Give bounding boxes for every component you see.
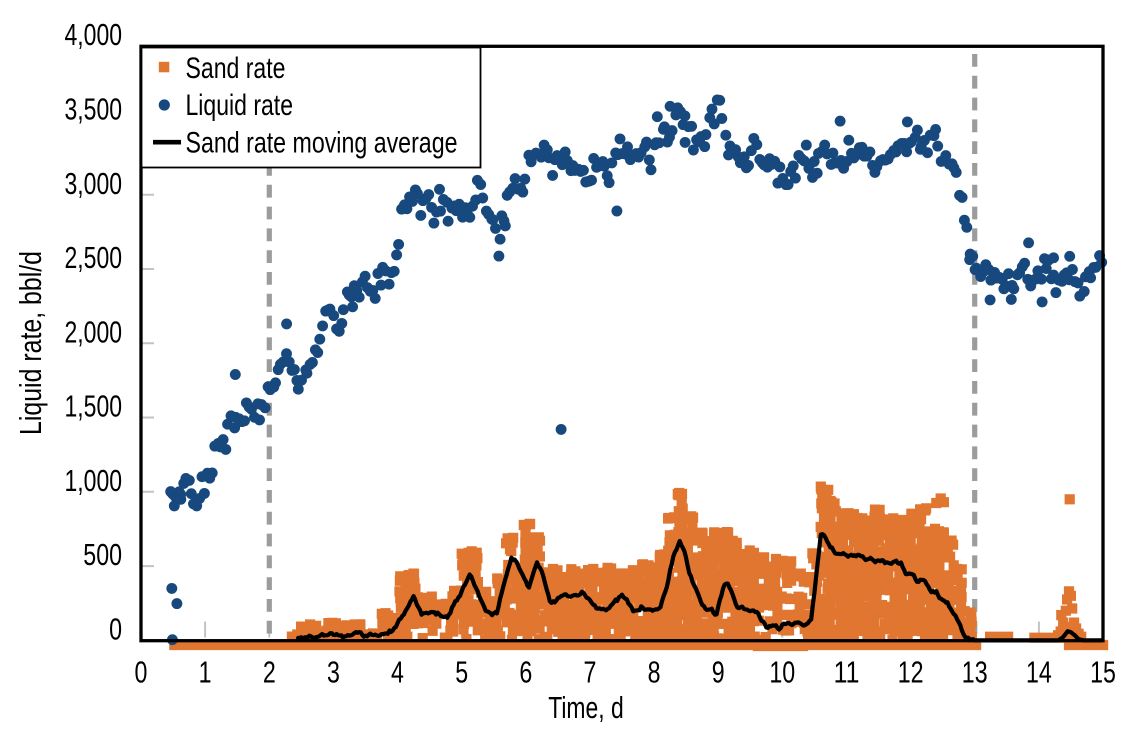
- svg-text:13: 13: [962, 654, 988, 689]
- svg-text:6: 6: [519, 654, 532, 689]
- svg-text:7: 7: [583, 654, 596, 689]
- svg-text:0: 0: [135, 654, 148, 689]
- svg-text:14: 14: [1026, 654, 1052, 689]
- svg-text:1: 1: [199, 654, 212, 689]
- svg-text:2: 2: [263, 654, 276, 689]
- svg-text:Liquid rate, bbl/d: Liquid rate, bbl/d: [13, 251, 48, 435]
- svg-text:2,500: 2,500: [65, 240, 123, 275]
- svg-text:15: 15: [1090, 654, 1116, 689]
- svg-text:Sand rate: Sand rate: [186, 52, 286, 85]
- svg-text:9: 9: [712, 654, 725, 689]
- svg-text:1,500: 1,500: [65, 389, 123, 424]
- svg-text:4: 4: [391, 654, 404, 689]
- svg-text:Liquid rate: Liquid rate: [186, 89, 294, 122]
- svg-text:12: 12: [898, 654, 924, 689]
- svg-text:3: 3: [327, 654, 340, 689]
- svg-text:5: 5: [455, 654, 468, 689]
- svg-text:1,000: 1,000: [65, 463, 123, 498]
- svg-text:4,000: 4,000: [65, 17, 123, 52]
- svg-text:8: 8: [648, 654, 661, 689]
- svg-text:2,000: 2,000: [65, 314, 123, 349]
- svg-text:Time, d: Time, d: [548, 690, 624, 725]
- svg-text:Sand rate moving average: Sand rate moving average: [186, 127, 458, 160]
- svg-text:3,500: 3,500: [65, 92, 123, 127]
- svg-text:500: 500: [83, 537, 122, 572]
- svg-text:10: 10: [769, 654, 795, 689]
- svg-text:3,000: 3,000: [65, 166, 123, 201]
- svg-text:11: 11: [834, 654, 860, 689]
- svg-text:0: 0: [109, 612, 122, 647]
